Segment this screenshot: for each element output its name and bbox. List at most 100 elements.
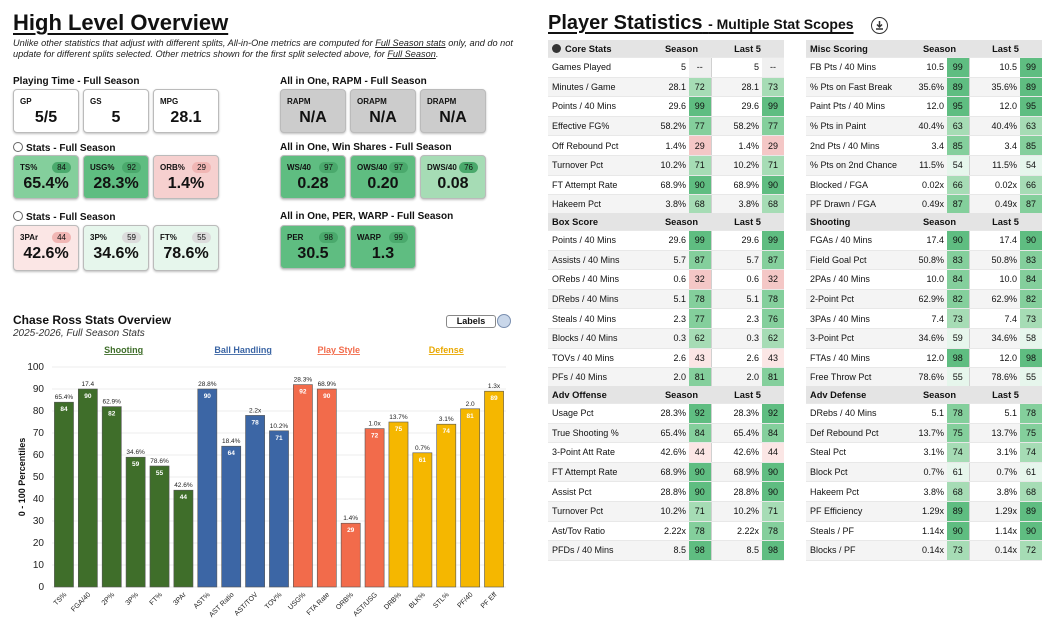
card-label: GS [90,97,102,106]
bar-raw-label: 1.0x [368,421,381,428]
y-tick-label: 0 [38,582,44,593]
group-header: Shooting [104,345,143,355]
stat-percentile: 95 [1020,96,1043,117]
stat-percentile: 71 [762,155,785,176]
stat-name: % Pts on Fast Break [806,77,910,98]
orb-card: ORB% 29 1.4% [153,155,219,199]
card-value: 1.3 [371,245,395,262]
stat-name: Blocks / PF [806,540,910,561]
stat-value: 29.6 [652,230,689,251]
stat-value: 28.8% [652,481,689,502]
stat-value: 68.9% [710,462,763,483]
x-tick-label: TS% [53,591,69,607]
table-row: % Pts on 2nd Chance 11.5% 54 11.5% 54 [806,155,1043,176]
stats-table-core-stats: Core Stats Season Last 5 Games Played 5 -- 5 --… [548,40,785,215]
stat-percentile: 68 [947,481,970,502]
stat-value: 5.1 [910,403,947,424]
table-row: Block Pct 0.7% 61 0.7% 61 [806,462,1043,483]
bar [340,522,361,588]
stat-name: Effective FG% [548,116,652,137]
stat-name: FT Attempt Rate [548,175,652,196]
col-header-last5: Last 5 [711,386,785,404]
bar-percentile-label: 90 [84,393,92,400]
stat-value: 2.6 [710,348,763,369]
ft-card: FT% 55 78.6% [153,225,219,271]
table-row: Hakeem Pct 3.8% 68 3.8% 68 [806,481,1043,502]
radio-icon[interactable] [13,211,23,221]
stat-value: 2.3 [652,308,689,329]
stat-value: 1.4% [710,135,763,156]
stat-percentile: 66 [947,175,970,196]
col-header-season: Season [652,40,712,58]
stat-name: Turnover Pct [548,501,652,522]
stat-name: FGAs / 40 Mins [806,230,910,251]
card-label: GP [20,97,32,106]
stat-value: 28.3% [710,403,763,424]
stat-value: 12.0 [968,348,1021,369]
stat-value: 10.5 [910,57,947,78]
bar-percentile-label: 75 [395,426,403,433]
stat-percentile: 89 [1020,501,1043,522]
y-tick-label: 50 [33,472,45,483]
bar-raw-label: 28.8% [198,381,217,388]
stat-percentile: 84 [689,423,712,444]
percentile-badge: 76 [459,162,478,173]
stats2-title[interactable]: Stats - Full Season [13,211,115,223]
stat-percentile: 78 [689,289,712,310]
full-season-link[interactable]: Full Season [387,49,436,59]
stat-value: 3.8% [710,194,763,215]
stat-value: 62.9% [968,289,1021,310]
stat-percentile: 62 [689,328,712,349]
y-tick-label: 30 [33,516,45,527]
stat-percentile: 74 [1020,442,1043,463]
card-label: MPG [160,97,179,106]
stat-value: 35.6% [968,77,1021,98]
col-header-season: Season [652,386,712,404]
stat-value: 1.4% [652,135,689,156]
stat-value: 10.2% [652,155,689,176]
x-tick-label: TOV% [264,591,283,610]
table-row: Minutes / Game 28.1 72 28.1 73 [548,77,785,98]
stat-percentile: 99 [947,57,970,78]
table-row: DRebs / 40 Mins 5.1 78 5.1 78 [548,289,785,310]
stat-value: 17.4 [968,230,1021,251]
stat-name: Ast/Tov Ratio [548,521,652,542]
stat-value: 34.6% [910,328,947,349]
stat-value: 1.29x [968,501,1021,522]
bar [484,390,504,588]
stat-value: 68.9% [710,175,763,196]
stat-value: 7.4 [968,308,1021,329]
labels-toggle-button[interactable]: Labels [446,315,496,328]
col-header-last5: Last 5 [711,213,785,231]
percentile-badge: 99 [389,232,408,243]
stat-name: Assists / 40 Mins [548,250,652,271]
table-row: FT Attempt Rate 68.9% 90 68.9% 90 [548,462,785,483]
bar-percentile-label: 29 [347,527,355,534]
card-label: TS% [20,163,38,172]
stat-percentile: 54 [947,155,970,176]
stat-percentile: 44 [762,442,785,463]
info-icon[interactable] [552,43,561,53]
download-icon[interactable] [871,17,888,34]
stat-name: Usage Pct [548,403,652,424]
stat-percentile: 63 [1020,116,1043,137]
stats-table-adv-defense: Adv Defense Season Last 5 DRebs / 40 Mins 5.… [806,386,1043,561]
x-tick-label: BLK% [408,591,427,610]
card-value: 65.4% [23,175,69,192]
bar-percentile-label: 59 [132,461,140,468]
stat-name: DRebs / 40 Mins [806,403,910,424]
stat-value: 13.7% [910,423,947,444]
stat-value: 12.0 [968,96,1021,117]
stat-percentile: 87 [689,250,712,271]
card-value: 28.1 [170,109,202,126]
stat-percentile: 84 [762,423,785,444]
stats1-title[interactable]: Stats - Full Season [13,142,115,154]
full-season-stats-link[interactable]: Full Season stats [375,38,446,48]
radio-icon[interactable] [13,142,23,152]
bar [436,423,457,588]
x-tick-label: STL% [432,591,450,609]
stat-percentile: 78 [1020,403,1043,424]
labels-toggle-switch[interactable] [497,314,511,328]
stat-value: 11.5% [910,155,947,176]
table-row: Steals / PF 1.14x 90 1.14x 90 [806,521,1043,542]
